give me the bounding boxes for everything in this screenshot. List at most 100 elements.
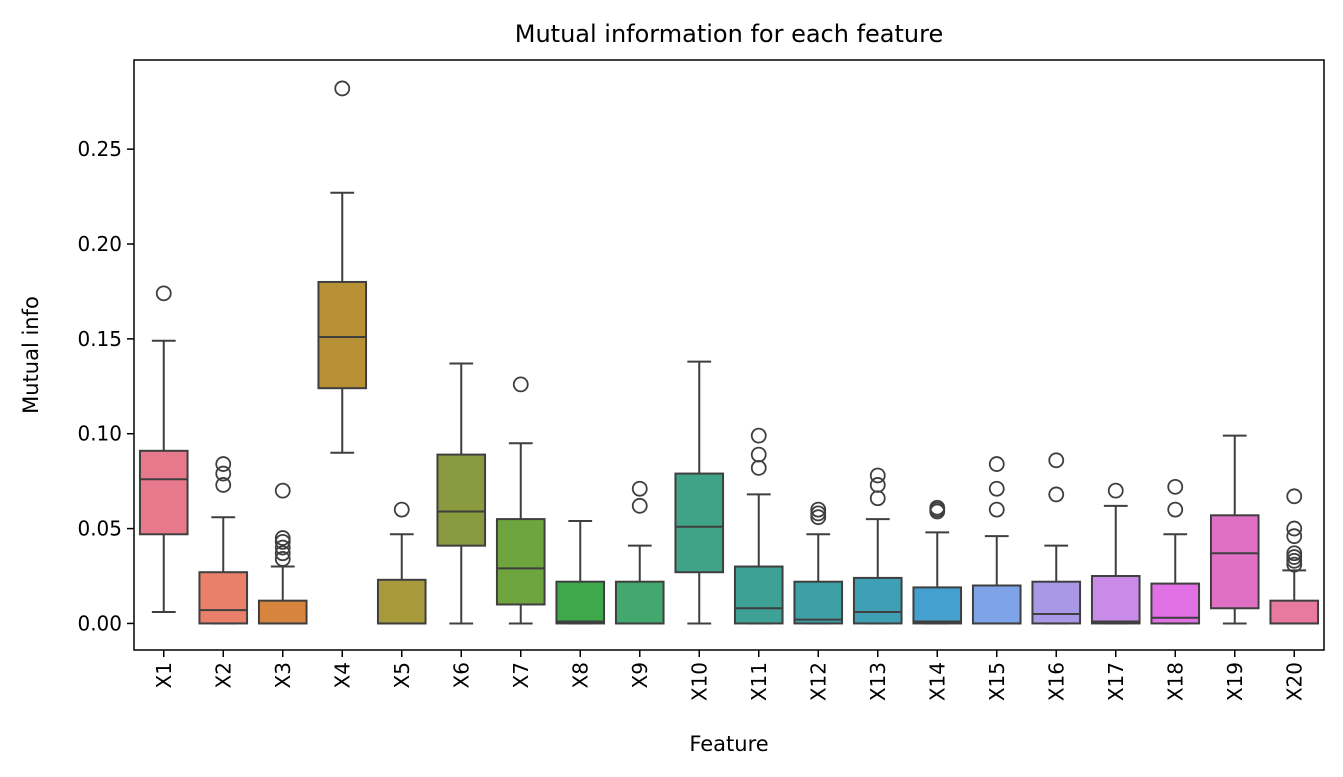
- box-X12: [793, 501, 844, 625]
- y-axis: 0.00 0.05 0.10 0.15 0.20 0.25: [77, 137, 134, 635]
- x-tick-label: X5: [390, 662, 414, 688]
- outlier-point: [1286, 488, 1303, 505]
- outlier-point: [750, 459, 767, 476]
- x-tick-label: X17: [1104, 662, 1128, 701]
- box-X5: [376, 501, 427, 625]
- iqr-box: [852, 576, 903, 625]
- outlier-point: [215, 465, 232, 482]
- box-X9: [614, 480, 665, 625]
- x-tick-label: X3: [271, 662, 295, 688]
- outlier-point: [869, 477, 886, 493]
- box-X18: [1150, 478, 1201, 625]
- outlier-point: [512, 376, 529, 393]
- outlier-point: [215, 477, 232, 493]
- box-X6: [436, 362, 487, 625]
- outlier-point: [1167, 501, 1184, 518]
- x-tick-label: X14: [925, 662, 949, 701]
- iqr-box: [674, 472, 725, 574]
- outlier-point: [155, 285, 172, 302]
- x-tick-label: X15: [985, 662, 1009, 701]
- y-tick-label: 0.25: [77, 137, 122, 161]
- box-X8: [555, 519, 606, 625]
- outlier-point: [750, 427, 767, 444]
- box-X11: [733, 427, 784, 625]
- x-tick-label: X19: [1223, 662, 1247, 701]
- x-axis: X1 X2 X3 X4 X5 X6 X7 X8 X9 X10 X11 X12 X13 X14 X15 X16 X…: [152, 650, 1306, 701]
- outlier-point: [929, 499, 946, 516]
- box-X13: [852, 467, 903, 625]
- x-tick-label: X9: [628, 662, 652, 688]
- outlier-point: [1286, 549, 1303, 565]
- x-tick-label: X10: [687, 662, 711, 701]
- y-tick-label: 0.10: [77, 422, 122, 446]
- outlier-point: [988, 480, 1005, 497]
- box-X15: [971, 456, 1022, 625]
- x-tick-label: X1: [152, 662, 176, 688]
- outlier-point: [1048, 452, 1065, 469]
- iqr-box: [614, 580, 665, 625]
- outlier-point: [1167, 478, 1184, 495]
- outlier-point: [1286, 520, 1303, 537]
- box-X20: [1269, 488, 1320, 625]
- box-X1: [138, 285, 189, 614]
- outlier-point: [1286, 545, 1303, 562]
- outlier-point: [274, 482, 291, 499]
- box-X14: [912, 499, 963, 625]
- outlier-point: [631, 480, 648, 497]
- box-X3: [257, 482, 308, 625]
- outlier-point: [1048, 486, 1065, 503]
- outlier-point: [810, 501, 827, 518]
- outlier-point: [750, 446, 767, 463]
- box-X17: [1090, 482, 1141, 625]
- box-X2: [198, 456, 249, 625]
- x-tick-label: X6: [449, 662, 473, 688]
- outlier-point: [869, 467, 886, 484]
- x-tick-label: X11: [747, 662, 771, 701]
- iqr-box: [1031, 580, 1082, 625]
- x-tick-label: X2: [211, 662, 235, 688]
- outlier-point: [274, 530, 291, 546]
- x-tick-label: X7: [509, 662, 533, 688]
- y-tick-label: 0.05: [77, 517, 122, 541]
- y-tick-label: 0.20: [77, 232, 122, 256]
- iqr-box: [257, 599, 308, 625]
- outlier-point: [274, 533, 291, 550]
- iqr-box: [733, 565, 784, 625]
- iqr-box: [436, 453, 487, 547]
- iqr-box: [1269, 599, 1320, 625]
- iqr-box: [1090, 575, 1141, 625]
- iqr-box: [138, 449, 189, 536]
- x-tick-label: X12: [806, 662, 830, 701]
- iqr-box: [1209, 514, 1260, 610]
- x-tick-label: X20: [1282, 662, 1306, 701]
- outlier-point: [1107, 482, 1124, 499]
- iqr-box: [912, 586, 963, 625]
- iqr-box: [971, 584, 1022, 625]
- x-tick-label: X13: [866, 662, 890, 701]
- boxes-layer: [138, 80, 1320, 625]
- box-X10: [674, 360, 725, 625]
- iqr-box: [793, 580, 844, 625]
- x-tick-label: X16: [1044, 662, 1068, 701]
- outlier-point: [274, 545, 291, 562]
- iqr-box: [555, 580, 606, 625]
- x-tick-label: X8: [568, 662, 592, 688]
- box-X19: [1209, 434, 1260, 625]
- outlier-point: [810, 505, 827, 522]
- outlier-point: [1286, 528, 1303, 545]
- plot-frame: [133, 59, 1325, 651]
- outlier-point: [274, 539, 291, 556]
- outlier-point: [631, 497, 648, 514]
- outlier-point: [810, 509, 827, 526]
- outlier-point: [869, 490, 886, 507]
- iqr-box: [495, 518, 546, 606]
- outlier-point: [393, 501, 410, 518]
- y-tick-label: 0.15: [77, 327, 122, 351]
- outlier-point: [988, 456, 1005, 472]
- box-X7: [495, 376, 546, 625]
- outlier-point: [274, 551, 291, 567]
- box-X16: [1031, 452, 1082, 625]
- box-X4: [317, 80, 368, 454]
- outlier-point: [215, 456, 232, 472]
